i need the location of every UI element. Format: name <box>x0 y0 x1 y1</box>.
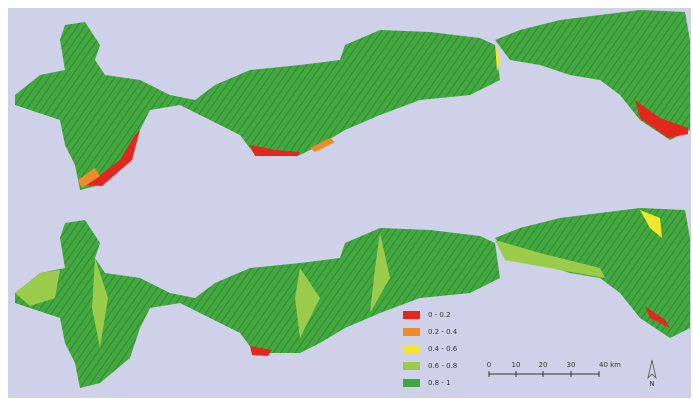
legend-swatch <box>403 362 420 370</box>
legend-label: 0.6 - 0.8 <box>428 362 457 370</box>
legend-label: 0.8 - 1 <box>428 379 451 387</box>
legend-label: 0.4 - 0.6 <box>428 345 458 353</box>
legend-label: 0.2 - 0.4 <box>428 328 458 336</box>
map: 0 - 0.2 0.2 - 0.4 0.4 - 0.6 0.6 - 0.8 0.8 - … <box>0 0 693 401</box>
legend-swatch <box>403 328 420 336</box>
scale-label: 30 <box>567 361 576 369</box>
scale-label: 0 <box>487 361 491 369</box>
scale-label: 40 km <box>599 361 621 369</box>
north-label: N <box>649 380 654 388</box>
legend-swatch <box>403 379 420 387</box>
legend-label: 0 - 0.2 <box>428 311 451 319</box>
scale-label: 20 <box>539 361 548 369</box>
legend-swatch <box>403 311 420 319</box>
legend-swatch <box>403 345 420 353</box>
scale-label: 10 <box>512 361 521 369</box>
